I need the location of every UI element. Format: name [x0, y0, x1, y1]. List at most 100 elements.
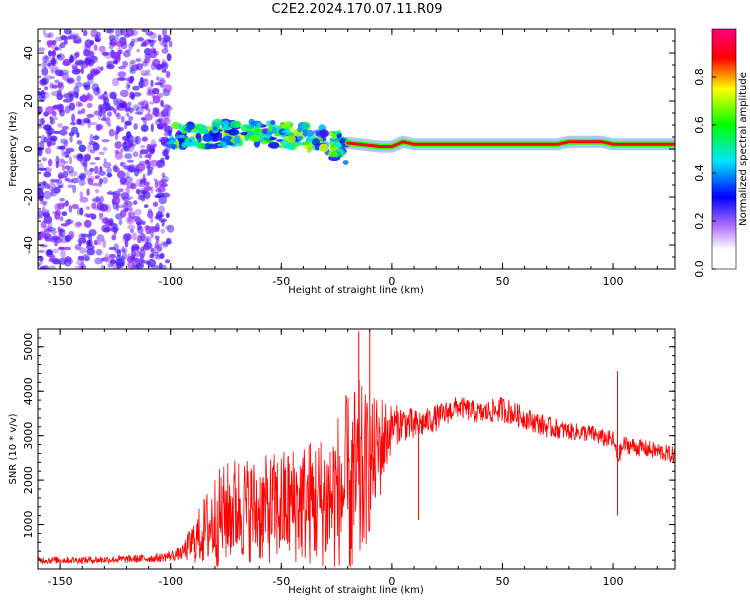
- noise-blob: [113, 108, 117, 114]
- noise-blob: [86, 248, 96, 256]
- noise-blob: [130, 250, 137, 258]
- noise-blob: [108, 34, 116, 41]
- noise-blob: [84, 213, 89, 217]
- noise-blob: [89, 162, 96, 165]
- noise-blob: [93, 242, 102, 246]
- noise-blob: [77, 118, 82, 125]
- signal-blob: [254, 128, 263, 132]
- noise-blob: [150, 166, 155, 170]
- noise-blob: [135, 106, 144, 115]
- noise-blob: [50, 135, 58, 142]
- noise-blob: [125, 49, 131, 53]
- noise-blob: [113, 228, 118, 235]
- noise-blob: [121, 116, 125, 123]
- snr-line: [38, 379, 675, 568]
- noise-blob: [88, 121, 98, 126]
- noise-blob: [47, 31, 54, 39]
- noise-blob: [41, 93, 45, 97]
- noise-blob: [127, 101, 132, 108]
- noise-blob: [104, 253, 109, 261]
- noise-blob: [133, 257, 141, 264]
- noise-blob: [50, 179, 60, 183]
- signal-blob: [249, 134, 262, 143]
- noise-blob: [150, 247, 154, 253]
- noise-blob: [131, 265, 139, 269]
- noise-blob: [71, 203, 79, 210]
- noise-blob: [71, 113, 76, 123]
- noise-blob: [131, 64, 140, 71]
- noise-blob: [152, 58, 161, 68]
- spectrogram-marks: [38, 29, 675, 269]
- noise-blob: [60, 34, 68, 41]
- noise-blob: [149, 253, 155, 259]
- snr-x-ticks: -150 -100 -50 0 50 100: [37, 329, 658, 588]
- noise-blob: [165, 105, 173, 112]
- noise-blob: [154, 256, 162, 260]
- noise-blob: [82, 254, 90, 262]
- noise-blob: [73, 91, 79, 99]
- spectrogram-x-ticks: -150 -100 -50 0 50 100: [37, 29, 658, 288]
- snr-y-label: SNR (10 * v/v): [8, 413, 19, 484]
- colorbar-ticks: 0.0 0.2 0.4 0.6 0.8: [693, 68, 716, 278]
- signal-blob: [228, 128, 240, 136]
- noise-blob: [80, 174, 86, 180]
- snr-panel: -150 -100 -50 0 50 100 1000 2000 3000 4000 5000 H…: [8, 328, 676, 596]
- noise-blob: [146, 143, 152, 152]
- noise-blob: [87, 144, 92, 152]
- noise-blob: [140, 124, 149, 132]
- signal-blob: [328, 150, 338, 158]
- noise-blob: [113, 166, 120, 173]
- noise-blob: [38, 146, 42, 155]
- signal-blob: [184, 140, 190, 145]
- noise-blob: [124, 239, 129, 248]
- noise-blob: [92, 55, 98, 64]
- noise-blob: [167, 224, 175, 233]
- signal-blob: [168, 143, 178, 149]
- noise-blob: [146, 172, 151, 176]
- noise-blob: [118, 219, 123, 226]
- noise-blob: [158, 218, 168, 223]
- noise-blob: [148, 151, 152, 161]
- signal-blob: [283, 144, 294, 150]
- noise-blob: [50, 57, 58, 67]
- noise-blob: [127, 206, 134, 212]
- noise-blob: [141, 41, 147, 47]
- noise-blob: [164, 36, 170, 43]
- noise-blob: [142, 72, 152, 76]
- noise-blob: [137, 80, 146, 89]
- noise-blob: [134, 111, 143, 115]
- noise-blob: [94, 257, 103, 265]
- noise-blob: [77, 207, 81, 216]
- noise-blob: [47, 158, 53, 167]
- noise-blob: [140, 77, 144, 82]
- noise-blob: [108, 128, 115, 137]
- noise-blob: [161, 48, 169, 54]
- noise-blob: [140, 144, 146, 149]
- noise-blob: [128, 164, 137, 173]
- signal-blob: [329, 146, 339, 151]
- noise-blob: [147, 236, 152, 245]
- noise-blob: [38, 231, 47, 238]
- noise-blob: [150, 231, 154, 238]
- noise-blob: [64, 256, 72, 263]
- noise-blob: [117, 71, 127, 78]
- noise-blob: [150, 123, 154, 133]
- noise-blob: [116, 249, 122, 257]
- noise-blob: [80, 66, 84, 75]
- noise-blob: [47, 62, 52, 67]
- signal-blob: [336, 132, 342, 139]
- noise-blob: [91, 182, 100, 187]
- noise-blob: [88, 50, 95, 58]
- snr-frame: [37, 328, 676, 570]
- noise-blob: [78, 144, 87, 153]
- noise-blob: [108, 246, 117, 251]
- noise-blob: [61, 148, 66, 157]
- noise-blob: [108, 253, 116, 259]
- noise-blob: [128, 115, 134, 122]
- noise-blob: [79, 60, 86, 64]
- snr-y-tick-label: 5000: [22, 333, 35, 361]
- noise-blob: [44, 33, 52, 38]
- noise-blob: [53, 186, 61, 194]
- noise-blob: [59, 197, 65, 202]
